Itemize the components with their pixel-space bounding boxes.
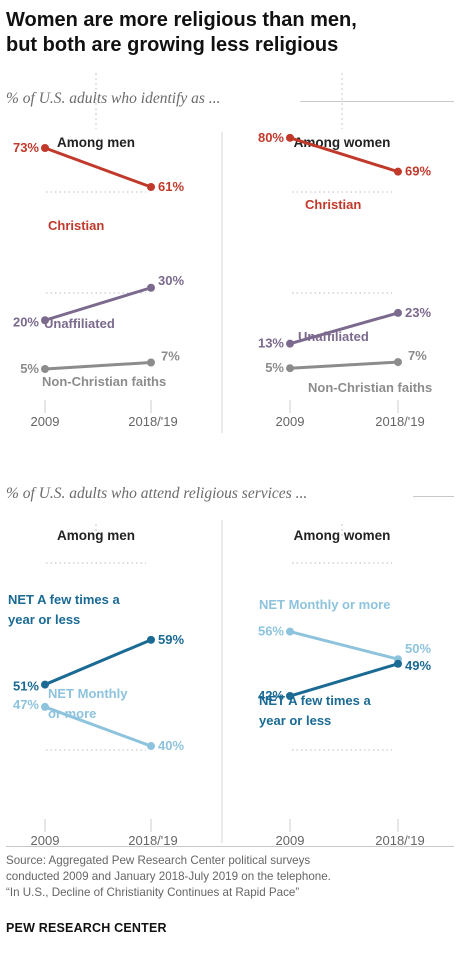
source-line-3: “In U.S., Decline of Christianity Contin… bbox=[6, 886, 300, 899]
panel-3-xlabel-1: 2009 bbox=[31, 833, 60, 848]
panel-1-non-christian-faiths-label: Non-Christian faiths bbox=[42, 374, 166, 389]
panel-3-net-monthly-or-more-value-1: 47% bbox=[13, 697, 39, 712]
panel-2-unaffiliated-value-1: 13% bbox=[258, 336, 284, 351]
panel-3-net-monthly-or-more-label-line-1: NET Monthly bbox=[48, 686, 128, 701]
panel-3-net-monthly-or-more-label-line-2: or more bbox=[48, 706, 96, 721]
panel-3-net-a-few-times-a-year-or-less-point-2 bbox=[147, 635, 155, 644]
panel-4-header: Among women bbox=[294, 528, 391, 543]
panel-2-non-christian-faiths-value-1: 5% bbox=[265, 360, 284, 375]
panel-2-unaffiliated-point-2 bbox=[394, 308, 402, 317]
panel-4-net-monthly-or-more-point-1 bbox=[286, 627, 294, 636]
panel-4-net-a-few-times-a-year-or-less-label: NET A few times a year or less bbox=[259, 693, 372, 728]
panel-1-non-christian-faiths-value-1: 5% bbox=[20, 361, 39, 376]
panel-1-christian-label: Christian bbox=[48, 218, 104, 233]
panel-3-xlabel-2: 2018/'19 bbox=[128, 833, 177, 848]
panel-3-net-a-few-times-a-year-or-less-label-line-1: NET A few times a bbox=[8, 592, 121, 607]
panel-1-unaffiliated-value-2: 30% bbox=[158, 273, 184, 288]
panel-2-xlabel-2: 2018/'19 bbox=[375, 414, 424, 429]
panel-1-unaffiliated-label: Unaffiliated bbox=[44, 316, 115, 331]
panel-2-non-christian-faiths-line bbox=[288, 360, 400, 370]
panel-1-xlabel-1: 2009 bbox=[31, 414, 60, 429]
panel-4-xlabel-1: 2009 bbox=[276, 833, 305, 848]
panel-2-christian-label: Christian bbox=[305, 197, 361, 212]
panel-2-christian-label-line-1: Christian bbox=[305, 197, 361, 212]
panel-2-christian-point-2 bbox=[394, 167, 402, 176]
panel-1-non-christian-faiths-line bbox=[43, 361, 153, 371]
panel-1-christian-value-1: 73% bbox=[13, 140, 39, 155]
panel-3-net-a-few-times-a-year-or-less-line bbox=[43, 638, 153, 687]
panel-2-xlabel-1: 2009 bbox=[276, 414, 305, 429]
source-line-1: Source: Aggregated Pew Research Center p… bbox=[6, 854, 311, 867]
panel-1-unaffiliated-point-2 bbox=[147, 283, 155, 292]
panel-2-non-christian-faiths-label: Non-Christian faiths bbox=[308, 380, 432, 395]
panel-3-net-monthly-or-more-line bbox=[43, 705, 153, 748]
title-line-2: but both are growing less religious bbox=[6, 34, 339, 56]
panel-2-non-christian-faiths-point-1 bbox=[286, 364, 294, 373]
source-line-2: conducted 2009 and January 2018-July 201… bbox=[6, 870, 331, 883]
panel-2-unaffiliated-value-2: 23% bbox=[405, 305, 431, 320]
panel-2-non-christian-faiths-point-2 bbox=[394, 358, 402, 367]
panel-3-net-a-few-times-a-year-or-less-label: NET A few times a year or less bbox=[8, 592, 121, 627]
panel-1-unaffiliated-value-1: 20% bbox=[13, 314, 39, 329]
panel-2-christian-line bbox=[288, 136, 400, 174]
panel-4-net-monthly-or-more-value-1: 56% bbox=[258, 624, 284, 639]
panel-1-christian-value-2: 61% bbox=[158, 179, 184, 194]
panel-4-net-a-few-times-a-year-or-less-line bbox=[288, 662, 400, 698]
panel-4-net-monthly-or-more-label-line-1: NET Monthly or more bbox=[259, 597, 390, 612]
panel-1-unaffiliated-label-line-1: Unaffiliated bbox=[44, 316, 115, 331]
panel-1-non-christian-faiths-label-line-1: Non-Christian faiths bbox=[42, 374, 166, 389]
panel-1-unaffiliated-point-1 bbox=[41, 316, 49, 325]
panel-1-non-christian-faiths-value-2: 7% bbox=[161, 349, 180, 364]
panel-3-net-a-few-times-a-year-or-less-point-1 bbox=[41, 680, 49, 689]
panel-4-net-monthly-or-more-value-2: 50% bbox=[405, 641, 431, 656]
subtitle-attend: % of U.S. adults who attend religious se… bbox=[6, 485, 308, 502]
panel-2-header-bg bbox=[287, 131, 397, 153]
panel-1-xlabel-2: 2018/'19 bbox=[128, 414, 177, 429]
panel-2-unaffiliated-label: Unaffiliated bbox=[298, 329, 369, 344]
panel-4-net-monthly-or-more-line bbox=[288, 630, 400, 661]
panel-4-net-a-few-times-a-year-or-less-point-1 bbox=[286, 692, 294, 700]
panel-4-net-a-few-times-a-year-or-less-value-2: 49% bbox=[405, 658, 431, 673]
panel-1-unaffiliated-line bbox=[43, 286, 153, 322]
panel-1-christian-label-line-1: Christian bbox=[48, 218, 104, 233]
panel-1-christian-point-2 bbox=[147, 183, 155, 191]
panel-1-christian-point-1 bbox=[41, 144, 49, 152]
panel-1-header-bg bbox=[41, 131, 151, 153]
panel-3-net-a-few-times-a-year-or-less-label-line-2: year or less bbox=[8, 612, 80, 627]
panel-4-net-a-few-times-a-year-or-less-value-1: 42% bbox=[258, 688, 284, 703]
panel-4-xlabel-2: 2018/'19 bbox=[375, 833, 424, 848]
panel-2-christian-value-1: 80% bbox=[258, 130, 284, 145]
panel-4-net-a-few-times-a-year-or-less-label-line-1: NET A few times a bbox=[259, 693, 372, 708]
footer-rule bbox=[6, 846, 454, 847]
panel-2-unaffiliated-label-line-1: Unaffiliated bbox=[298, 329, 369, 344]
panel-2-christian-point-1 bbox=[286, 133, 294, 142]
panel-3-net-monthly-or-more-point-2 bbox=[147, 742, 155, 751]
panel-3-net-monthly-or-more-label: NET Monthly or more bbox=[48, 686, 128, 721]
panel-2-non-christian-faiths-label-line-1: Non-Christian faiths bbox=[308, 380, 432, 395]
panel-4-net-monthly-or-more-label: NET Monthly or more bbox=[259, 597, 390, 612]
panel-2-unaffiliated-line bbox=[288, 311, 400, 346]
panel-3-net-a-few-times-a-year-or-less-value-2: 59% bbox=[158, 632, 184, 647]
panel-1-non-christian-faiths-point-2 bbox=[147, 358, 155, 367]
panel-3-net-monthly-or-more-value-2: 40% bbox=[158, 738, 184, 753]
panel-3-net-monthly-or-more-point-1 bbox=[41, 702, 49, 711]
panel-1-header: Among men bbox=[57, 135, 135, 150]
source-note: Source: Aggregated Pew Research Center p… bbox=[6, 853, 456, 901]
title-line-1: Women are more religious than men, bbox=[6, 9, 357, 31]
panel-2-unaffiliated-point-1 bbox=[286, 339, 294, 348]
subtitle-identify: % of U.S. adults who identify as ... bbox=[6, 90, 221, 107]
panel-2-christian-value-2: 69% bbox=[405, 164, 431, 179]
brand-label: PEW RESEARCH CENTER bbox=[6, 921, 167, 935]
panel-1-non-christian-faiths-point-1 bbox=[41, 365, 49, 373]
subtitle-rule-attend bbox=[413, 496, 454, 497]
chart-title: Women are more religious than men, but b… bbox=[6, 8, 456, 58]
panel-3-header: Among men bbox=[57, 528, 135, 543]
panel-2-non-christian-faiths-value-2: 7% bbox=[408, 348, 427, 363]
panel-4-net-a-few-times-a-year-or-less-point-2 bbox=[394, 659, 402, 668]
panel-4-net-a-few-times-a-year-or-less-label-line-2: year or less bbox=[259, 713, 331, 728]
subtitle-rule-identify bbox=[300, 101, 454, 102]
panel-1-christian-line bbox=[43, 146, 153, 189]
panel-3-net-a-few-times-a-year-or-less-value-1: 51% bbox=[13, 679, 39, 694]
